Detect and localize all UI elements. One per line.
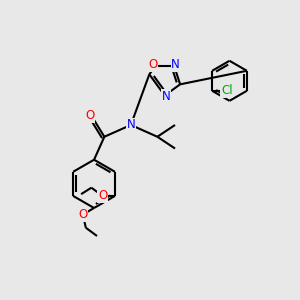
Text: O: O [148,58,158,71]
Text: N: N [127,118,135,131]
Text: O: O [78,208,88,221]
Text: N: N [171,58,180,71]
Text: N: N [162,90,171,103]
Text: Cl: Cl [221,84,233,97]
Text: O: O [98,189,107,203]
Text: O: O [85,109,94,122]
